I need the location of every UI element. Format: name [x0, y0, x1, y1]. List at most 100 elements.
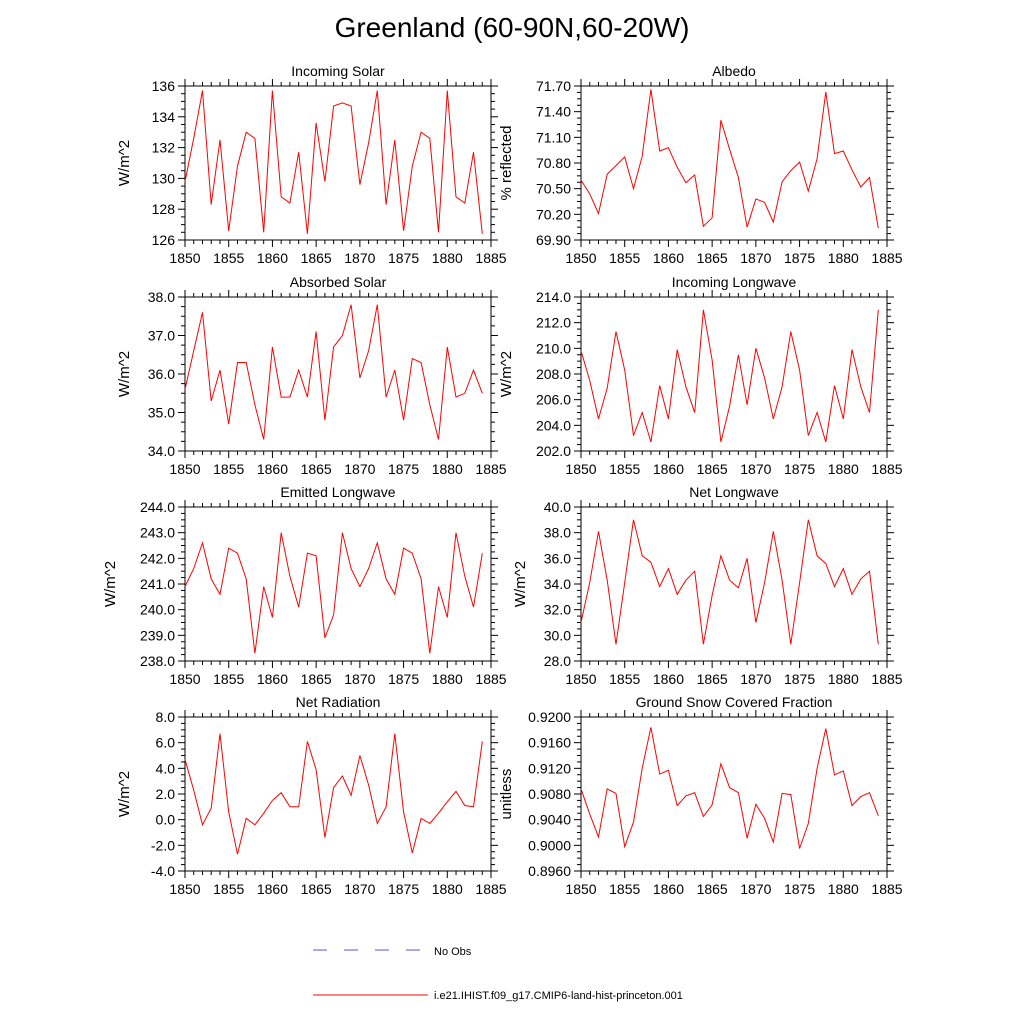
- plot-frame: [580, 296, 888, 452]
- x-tick-label: 1885: [871, 671, 902, 687]
- y-tick-label: 238.0: [140, 653, 175, 669]
- y-tick-label: 8.0: [156, 709, 176, 725]
- x-tick-label: 1855: [609, 461, 640, 477]
- x-tick-label: 1880: [432, 250, 463, 266]
- y-tick-label: 69.90: [536, 232, 571, 248]
- x-tick-label: 1885: [475, 461, 506, 477]
- y-tick-label: 70.80: [536, 155, 571, 171]
- series-line: [580, 519, 879, 645]
- x-tick-label: 1850: [169, 671, 200, 687]
- x-tick-label: 1855: [213, 671, 244, 687]
- x-tick-label: 1875: [784, 671, 815, 687]
- y-tick-label: 0.9200: [528, 709, 571, 725]
- x-tick-label: 1885: [475, 671, 506, 687]
- x-tick-label: 1870: [740, 671, 771, 687]
- panel-title: Ground Snow Covered Fraction: [636, 694, 833, 710]
- x-tick-label: 1880: [432, 671, 463, 687]
- y-tick-label: 136: [152, 78, 176, 94]
- x-tick-label: 1880: [828, 881, 859, 897]
- y-tick-label: 243.0: [140, 525, 175, 541]
- plot-frame: [184, 716, 492, 872]
- x-tick-label: 1865: [301, 461, 332, 477]
- panel-albedo: 1850 1855 1860 1865 1870 1875 1880 1885 69.90 70.…: [498, 63, 903, 266]
- x-tick-label: 1885: [871, 250, 902, 266]
- x-tick-label: 1850: [169, 881, 200, 897]
- x-tick-label: 1885: [871, 461, 902, 477]
- y-tick-label: 208.0: [536, 366, 571, 382]
- x-tick-label: 1880: [432, 881, 463, 897]
- panel-title: Net Radiation: [296, 694, 381, 710]
- x-tick-label: 1850: [565, 461, 596, 477]
- y-axis-label: W/m^2: [102, 561, 119, 607]
- y-tick-label: 35.0: [148, 405, 175, 421]
- x-tick-label: 1870: [740, 881, 771, 897]
- x-tick-label: 1855: [213, 881, 244, 897]
- x-tick-label: 1860: [257, 671, 288, 687]
- panel-title: Emitted Longwave: [280, 484, 395, 500]
- x-tick-label: 1875: [784, 881, 815, 897]
- y-tick-label: 239.0: [140, 627, 175, 643]
- y-tick-label: 242.0: [140, 550, 175, 566]
- y-tick-label: 0.9040: [528, 812, 571, 828]
- x-tick-label: 1865: [697, 881, 728, 897]
- y-tick-label: 130: [152, 170, 176, 186]
- panel-title: Net Longwave: [689, 484, 779, 500]
- y-tick-label: 0.0: [156, 812, 176, 828]
- y-tick-label: 37.0: [148, 328, 175, 344]
- x-tick-label: 1875: [784, 250, 815, 266]
- y-tick-label: 6.0: [156, 735, 176, 751]
- x-tick-label: 1870: [344, 461, 375, 477]
- x-tick-label: 1850: [169, 250, 200, 266]
- y-tick-label: 38.0: [544, 525, 571, 541]
- y-tick-label: 36.0: [148, 366, 175, 382]
- x-tick-label: 1860: [257, 461, 288, 477]
- panel-net-radiation: 1850 1855 1860 1865 1870 1875 1880 1885 -4.0 -2.0…: [116, 694, 507, 897]
- x-tick-label: 1875: [388, 461, 419, 477]
- x-tick-label: 1880: [828, 250, 859, 266]
- y-tick-label: 70.50: [536, 181, 571, 197]
- panel-title: Albedo: [712, 63, 756, 79]
- x-tick-label: 1875: [388, 671, 419, 687]
- y-tick-label: 214.0: [536, 289, 571, 305]
- x-tick-label: 1860: [653, 250, 684, 266]
- x-tick-label: 1860: [653, 881, 684, 897]
- x-tick-label: 1880: [828, 671, 859, 687]
- panel-net-longwave: 1850 1855 1860 1865 1870 1875 1880 1885 28.0 30.0…: [512, 484, 903, 687]
- y-tick-label: -4.0: [151, 863, 175, 879]
- x-tick-label: 1865: [697, 461, 728, 477]
- panel-title: Absorbed Solar: [290, 274, 387, 290]
- y-tick-label: 244.0: [140, 499, 175, 515]
- x-tick-label: 1885: [475, 250, 506, 266]
- y-axis-label: unitless: [498, 769, 515, 820]
- x-tick-label: 1875: [388, 881, 419, 897]
- y-tick-label: 240.0: [140, 602, 175, 618]
- y-tick-label: 206.0: [536, 392, 571, 408]
- y-tick-label: 134: [152, 109, 176, 125]
- y-tick-label: 212.0: [536, 315, 571, 331]
- y-axis-label: % reflected: [498, 125, 515, 200]
- series-line: [184, 733, 483, 855]
- panel-title: Incoming Solar: [291, 63, 385, 79]
- x-tick-label: 1860: [257, 881, 288, 897]
- series-line: [580, 727, 879, 849]
- y-axis-label: W/m^2: [498, 351, 515, 397]
- series-line: [580, 309, 879, 443]
- x-tick-label: 1885: [475, 881, 506, 897]
- y-tick-label: 28.0: [544, 653, 571, 669]
- y-tick-label: 40.0: [544, 499, 571, 515]
- y-tick-label: 71.10: [536, 129, 571, 145]
- panel-emitted-longwave: 1850 1855 1860 1865 1870 1875 1880 1885 238.0 239…: [102, 484, 507, 687]
- x-tick-label: 1870: [740, 461, 771, 477]
- x-tick-label: 1870: [344, 671, 375, 687]
- y-tick-label: 241.0: [140, 576, 175, 592]
- series-line: [184, 90, 483, 234]
- y-tick-label: 126: [152, 232, 176, 248]
- x-tick-label: 1865: [697, 671, 728, 687]
- y-tick-label: 38.0: [148, 289, 175, 305]
- x-tick-label: 1850: [565, 671, 596, 687]
- x-tick-label: 1870: [344, 250, 375, 266]
- legend: No Obs i.e21.IHIST.f09_g17.CMIP6-land-his…: [313, 946, 683, 1002]
- x-tick-label: 1880: [432, 461, 463, 477]
- x-tick-label: 1855: [609, 881, 640, 897]
